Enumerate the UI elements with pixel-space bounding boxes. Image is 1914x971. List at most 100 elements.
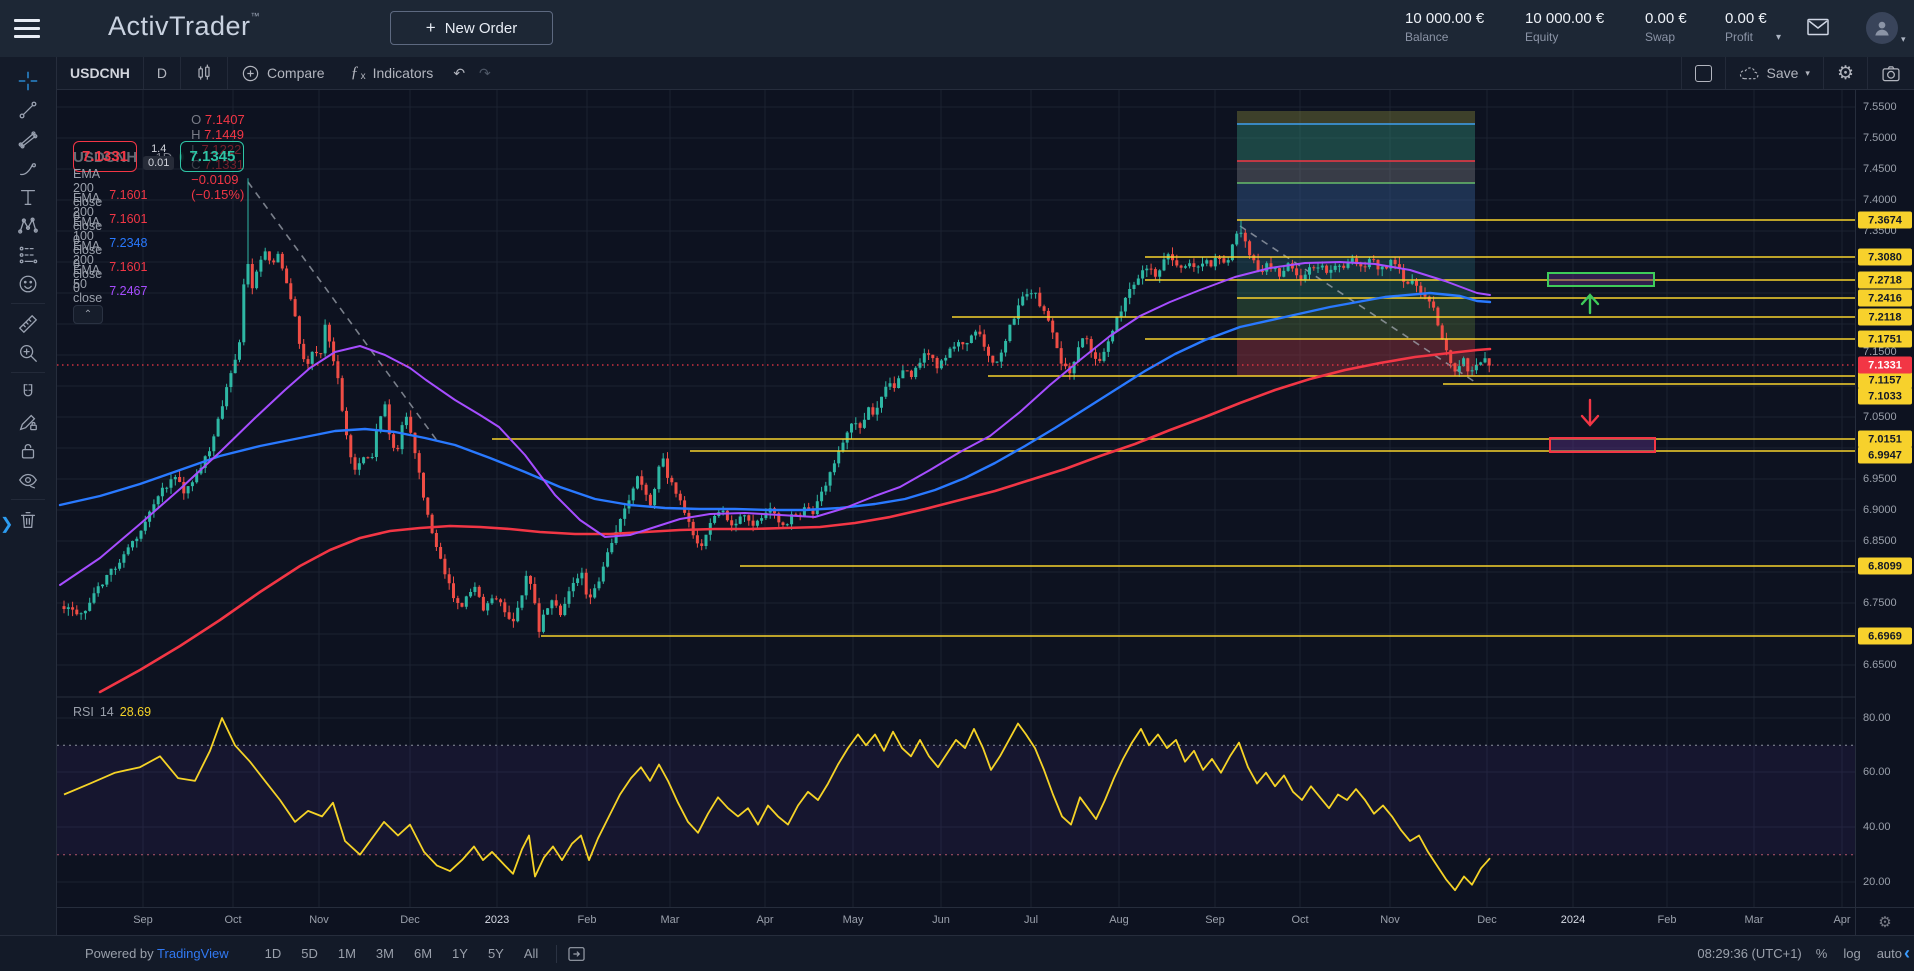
ruler-icon[interactable] [9,309,47,338]
time-tick: Feb [1657,914,1677,926]
last-price-badge: 7.1331 [1858,356,1912,374]
range-1m-button[interactable]: 1M [337,946,356,961]
undo-button[interactable]: ↶ [453,64,466,81]
swap-stat: 0.00 € Swap [1645,10,1687,44]
rsi-tick: 80.00 [1863,712,1891,724]
collapse-panel-chevron[interactable]: ‹ [1904,943,1910,963]
time-tick: Nov [309,914,329,926]
tradingview-link[interactable]: TradingView [157,946,229,961]
lock-icon[interactable] [9,436,47,465]
price-tick: 6.9500 [1863,473,1897,485]
interval-button[interactable]: D [156,65,168,81]
redo-button[interactable]: ↷ [479,64,491,81]
candles-icon [198,64,210,80]
price-level-badge: 7.3080 [1858,248,1912,266]
range-1d-button[interactable]: 1D [264,946,282,961]
price-level-badge: 7.3674 [1858,211,1912,229]
chart-style-button[interactable] [181,57,227,89]
trend-line-icon[interactable] [9,95,47,124]
magnet-icon[interactable] [9,378,47,407]
collapse-indicators-button[interactable]: ⌃ [73,305,103,324]
panel-expand-chevron[interactable]: ❯ [0,516,14,533]
crosshair-icon[interactable] [9,66,47,95]
buy-price-button[interactable]: 7.1345 [180,141,245,172]
price-level-badge: 7.1033 [1858,387,1912,405]
price-tick: 7.5500 [1863,101,1897,113]
save-button[interactable]: Save ▾ [1726,57,1823,89]
powered-by: Powered by TradingView [85,946,229,961]
range-6m-button[interactable]: 6M [413,946,433,961]
zoom-in-icon[interactable] [9,338,47,367]
forecast-icon[interactable] [9,240,47,269]
text-icon[interactable] [9,182,47,211]
goto-date-button[interactable] [567,945,586,963]
price-level-badge: 7.2118 [1858,308,1912,326]
sell-price-button[interactable]: 7.1331 [73,141,137,172]
time-tick: Mar [1744,914,1764,926]
log-scale-button[interactable]: log [1843,946,1861,961]
range-1y-button[interactable]: 1Y [452,946,468,961]
indicator-value: 7.1601 [109,212,148,226]
symbol-button[interactable]: USDCNH [70,65,130,81]
price-level-badge: 6.6969 [1858,627,1912,645]
clock[interactable]: 08:29:36 (UTC+1) [1697,946,1802,961]
time-tick: Aug [1109,914,1129,926]
xabcd-pattern-icon[interactable] [9,211,47,240]
price-tick: 6.9000 [1863,504,1897,516]
menu-icon[interactable] [14,19,40,38]
price-tick: 7.5000 [1863,132,1897,144]
range-5y-button[interactable]: 5Y [487,946,504,961]
new-order-button[interactable]: + New Order [390,11,553,45]
price-tick: 7.1500 [1863,346,1897,358]
emoji-icon[interactable] [9,269,47,298]
chevron-down-icon: ▾ [1805,67,1810,78]
time-tick: Nov [1380,914,1400,926]
price-axis[interactable]: 7.5500 7.5000 7.4500 7.4000 7.3500 7.1500 7.05… [1855,90,1914,935]
time-tick: Dec [1477,914,1497,926]
brush-icon[interactable] [9,153,47,182]
screenshot-button[interactable] [1868,57,1914,89]
indicator-row[interactable]: EMA 50 close 07.2467 [73,263,148,319]
price-tick: 7.0500 [1863,411,1897,423]
chart-settings-button[interactable]: ⚙ [1836,62,1854,84]
time-tick: 2024 [1560,914,1586,926]
chevron-down-icon[interactable]: ▾ [1901,34,1906,44]
price-tick: 6.6500 [1863,659,1897,671]
price-level-badge: 7.1157 [1858,371,1912,389]
layout-button[interactable] [1682,57,1725,89]
plus-circle-icon [242,65,259,81]
app-logo: ActivTrader™ [108,11,261,41]
toolbar-divider [11,303,45,304]
price-level-badge: 7.2416 [1858,289,1912,307]
mail-icon[interactable] [1806,17,1830,42]
rsi-legend[interactable]: RSI 14 28.69 [73,705,152,719]
rsi-tick: 20.00 [1863,876,1891,888]
chevron-down-icon[interactable]: ▾ [1776,32,1782,43]
time-axis[interactable]: Sep Oct Nov Dec 2023 Feb Mar Apr May Jun Jul Aug Sep… [57,907,1855,935]
axis-settings-button[interactable]: ⚙ [1855,907,1914,935]
cloud-icon [1739,67,1758,80]
hide-drawings-icon[interactable] [9,465,47,494]
range-5d-button[interactable]: 5D [301,946,318,961]
range-buttons: 1D 5D 1M 3M 6M 1Y 5Y All [257,943,547,964]
time-tick: Jul [1023,914,1039,926]
drawing-mode-icon[interactable] [9,407,47,436]
spread: 1.4 0.01 [143,143,175,170]
range-3m-button[interactable]: 3M [375,946,394,961]
balance-stat: 10 000.00 € Balance [1405,10,1485,44]
range-all-button[interactable]: All [523,946,539,961]
auto-scale-button[interactable]: auto [1876,946,1902,961]
percent-scale-button[interactable]: % [1815,946,1828,961]
scale-options: % log auto [1816,946,1902,961]
app-header: ActivTrader™ + New Order 10 000.00 € Bala… [0,0,1914,57]
delete-icon[interactable] [9,505,47,534]
compare-button[interactable]: Compare [228,57,338,89]
fib-retracement-icon[interactable] [9,124,47,153]
avatar[interactable] [1866,12,1898,44]
indicator-value: 7.1601 [109,188,148,202]
time-tick: Jun [932,914,950,926]
rsi-tick: 40.00 [1863,821,1891,833]
profit-stat: 0.00 € Profit [1725,10,1767,44]
